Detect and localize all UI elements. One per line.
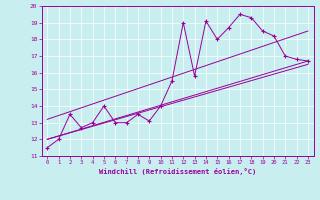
X-axis label: Windchill (Refroidissement éolien,°C): Windchill (Refroidissement éolien,°C) bbox=[99, 168, 256, 175]
